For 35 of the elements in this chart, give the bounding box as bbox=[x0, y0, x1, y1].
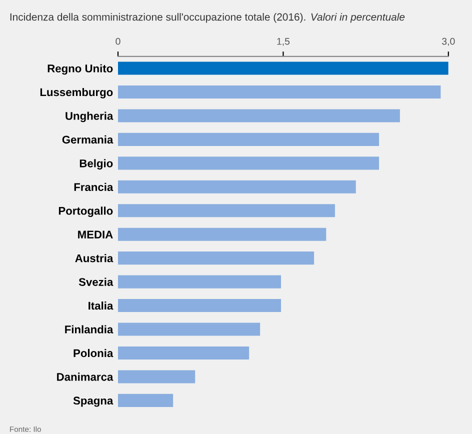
chart-subtitle: Valori in percentuale bbox=[311, 13, 405, 23]
y-tick-label: Germania bbox=[62, 135, 114, 144]
x-tick-label: 1,5 bbox=[277, 38, 290, 46]
y-tick-label: Finlandia bbox=[65, 325, 114, 334]
bar bbox=[118, 370, 196, 384]
bar bbox=[118, 322, 260, 336]
y-tick-label: Austria bbox=[75, 254, 114, 262]
x-tick-label: 3,0 bbox=[442, 38, 455, 46]
bar bbox=[118, 180, 356, 194]
y-tick-label: Svezia bbox=[78, 278, 114, 286]
bar bbox=[118, 228, 326, 241]
bar bbox=[118, 109, 400, 122]
bar bbox=[118, 394, 174, 407]
bar bbox=[118, 132, 380, 146]
y-tick-label: Belgio bbox=[80, 159, 113, 170]
chart-title: Incidenza della somministrazione sull'occupazione totale (2016). bbox=[10, 13, 306, 23]
y-tick-label: Ungheria bbox=[66, 112, 114, 122]
y-tick-label: MEDIA bbox=[78, 230, 113, 238]
bar bbox=[118, 204, 335, 218]
bar bbox=[118, 62, 448, 75]
x-tick-label: 0 bbox=[116, 38, 120, 45]
y-tick-label: Lussemburgo bbox=[40, 88, 113, 98]
bar bbox=[118, 85, 441, 99]
y-tick-label: Spagna bbox=[73, 396, 114, 407]
bar bbox=[118, 156, 380, 170]
y-tick-label: Polonia bbox=[74, 348, 114, 358]
y-tick-label: Danimarca bbox=[57, 372, 114, 381]
bar bbox=[118, 252, 314, 265]
bar bbox=[118, 299, 281, 312]
y-tick-label: Francia bbox=[74, 182, 114, 192]
y-tick-label: Italia bbox=[88, 302, 114, 310]
y-tick-label: Portogallo bbox=[58, 206, 113, 218]
y-tick-label: Regno Unito bbox=[48, 64, 113, 75]
bar bbox=[118, 346, 250, 360]
bar bbox=[118, 275, 281, 288]
